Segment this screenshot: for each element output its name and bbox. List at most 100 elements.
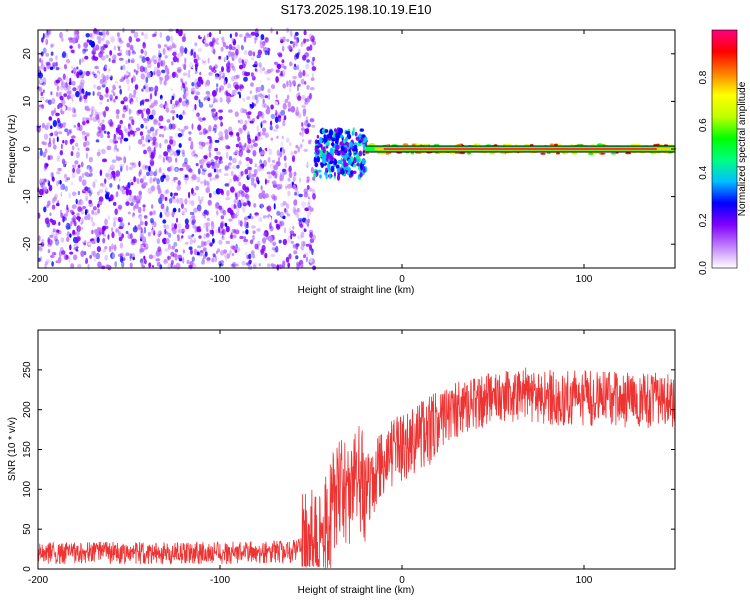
spectrogram-cell — [131, 199, 137, 204]
spectrogram-cell — [60, 212, 64, 218]
spectrogram-cell — [159, 31, 163, 38]
spectrogram-cell — [82, 90, 85, 95]
spectrogram-cell — [75, 142, 79, 147]
spectrogram-cell — [77, 247, 81, 251]
spectrogram-cell — [227, 87, 232, 93]
spectrogram-cell — [294, 192, 297, 196]
spectrogram-cell — [85, 195, 88, 202]
colorbar-tick-label: 0.8 — [698, 70, 709, 84]
spectrogram-cell — [216, 151, 221, 155]
spectrogram-cell — [178, 114, 183, 120]
spectrogram-cell — [61, 158, 66, 165]
spectrogram-cell — [184, 81, 188, 85]
spectrogram-cell — [223, 135, 226, 143]
spectrogram-cell — [133, 89, 137, 95]
spectrogram-cell — [68, 35, 72, 39]
spectrogram-cell — [44, 99, 50, 103]
spectrogram-cell — [182, 93, 187, 100]
spectrogram-cell — [350, 170, 353, 176]
spectrogram-cell — [131, 49, 135, 53]
spectrogram-cell — [42, 77, 47, 84]
spectrogram-cell — [109, 94, 113, 101]
spectrogram-cell — [191, 82, 195, 87]
spectrogram-cell — [249, 120, 254, 124]
spectrogram-cell — [129, 256, 132, 262]
spectrogram-cell — [208, 192, 212, 198]
spectrogram-cell — [235, 263, 239, 267]
spectrogram-cell — [61, 99, 66, 106]
spectrogram-cell — [50, 132, 54, 136]
spectrogram-cell — [253, 168, 258, 176]
spectrogram-cell — [358, 150, 363, 157]
spectrogram-cell — [218, 87, 222, 93]
spectrogram-cell — [126, 78, 130, 85]
spectrogram-cell — [37, 204, 41, 211]
spectrogram-cell — [42, 151, 47, 158]
spectrogram-cell — [175, 236, 178, 242]
spectrogram-cell — [184, 47, 188, 54]
spectrogram-cell — [341, 152, 346, 156]
spectrogram-cell — [505, 143, 512, 146]
spectrogram-cell — [275, 94, 278, 99]
spectrogram-cell — [232, 130, 236, 136]
spectrogram-cell — [144, 86, 150, 93]
spectrogram-cell — [359, 172, 363, 178]
spectrogram-cell — [56, 136, 59, 143]
spectrogram-cell — [114, 135, 118, 141]
spectrogram-cell — [182, 110, 185, 115]
spectrogram-cell — [65, 53, 69, 59]
spectrogram-cell — [149, 224, 153, 230]
spectrogram-cell — [150, 57, 155, 62]
spectrogram-cell — [303, 254, 306, 259]
spectrogram-cell — [133, 206, 136, 212]
spectrogram-cell — [191, 123, 194, 130]
spectrogram-cell — [126, 197, 130, 202]
spectrogram-cell — [130, 202, 134, 207]
spectrogram-cell — [153, 146, 156, 154]
spectrogram-cell — [95, 178, 99, 185]
spectrogram-cell — [157, 187, 162, 195]
spectrogram-cell — [293, 34, 297, 40]
spectrogram-cell — [261, 54, 267, 60]
spectrogram-cell — [238, 160, 242, 166]
spectrogram-cell — [83, 251, 87, 256]
spectrogram-cell — [187, 200, 190, 207]
spectrogram-cell — [247, 115, 251, 119]
spectrogram-cell — [170, 35, 174, 43]
spectrogram-cell — [148, 262, 152, 268]
spectrogram-cell — [196, 251, 200, 256]
spectrogram-cell — [163, 80, 167, 86]
spectrogram-cell — [218, 226, 221, 234]
spectrogram-cell — [288, 253, 292, 260]
spectrogram-cell — [184, 174, 188, 178]
spectrogram-cell — [71, 211, 75, 215]
spectrogram-cell — [254, 213, 259, 218]
spectrogram-cell — [152, 141, 156, 146]
spectrogram-cell — [286, 213, 291, 217]
spectrogram-cell — [363, 136, 368, 143]
spectrogram-cell — [137, 246, 140, 251]
spectrogram-cell — [202, 241, 206, 246]
spectrogram-cell — [184, 218, 189, 225]
spectrogram-cell — [58, 102, 63, 108]
spectrogram-cell — [38, 86, 43, 92]
spectrogram-cell — [78, 93, 83, 98]
spectrogram-cell — [42, 124, 47, 129]
spectrogram-cell — [183, 92, 189, 99]
spectrogram-cell — [254, 243, 259, 250]
spectrogram-cell — [118, 121, 123, 128]
spectrogram-cell — [254, 212, 259, 216]
spectrogram-cell — [264, 116, 270, 121]
spectrogram-cell — [98, 201, 103, 205]
spectrogram-cell — [287, 262, 291, 268]
spectrogram-cell — [219, 174, 224, 180]
spectrogram-cell — [271, 247, 276, 251]
spectrogram-cell — [87, 91, 92, 96]
spectrogram-cell — [202, 55, 206, 62]
spectrogram-cell — [89, 145, 93, 152]
spectrogram-cell — [159, 211, 163, 219]
spectrogram-cell — [305, 243, 310, 247]
spectrogram-cell — [321, 158, 327, 165]
spectrogram-cell — [297, 146, 300, 153]
